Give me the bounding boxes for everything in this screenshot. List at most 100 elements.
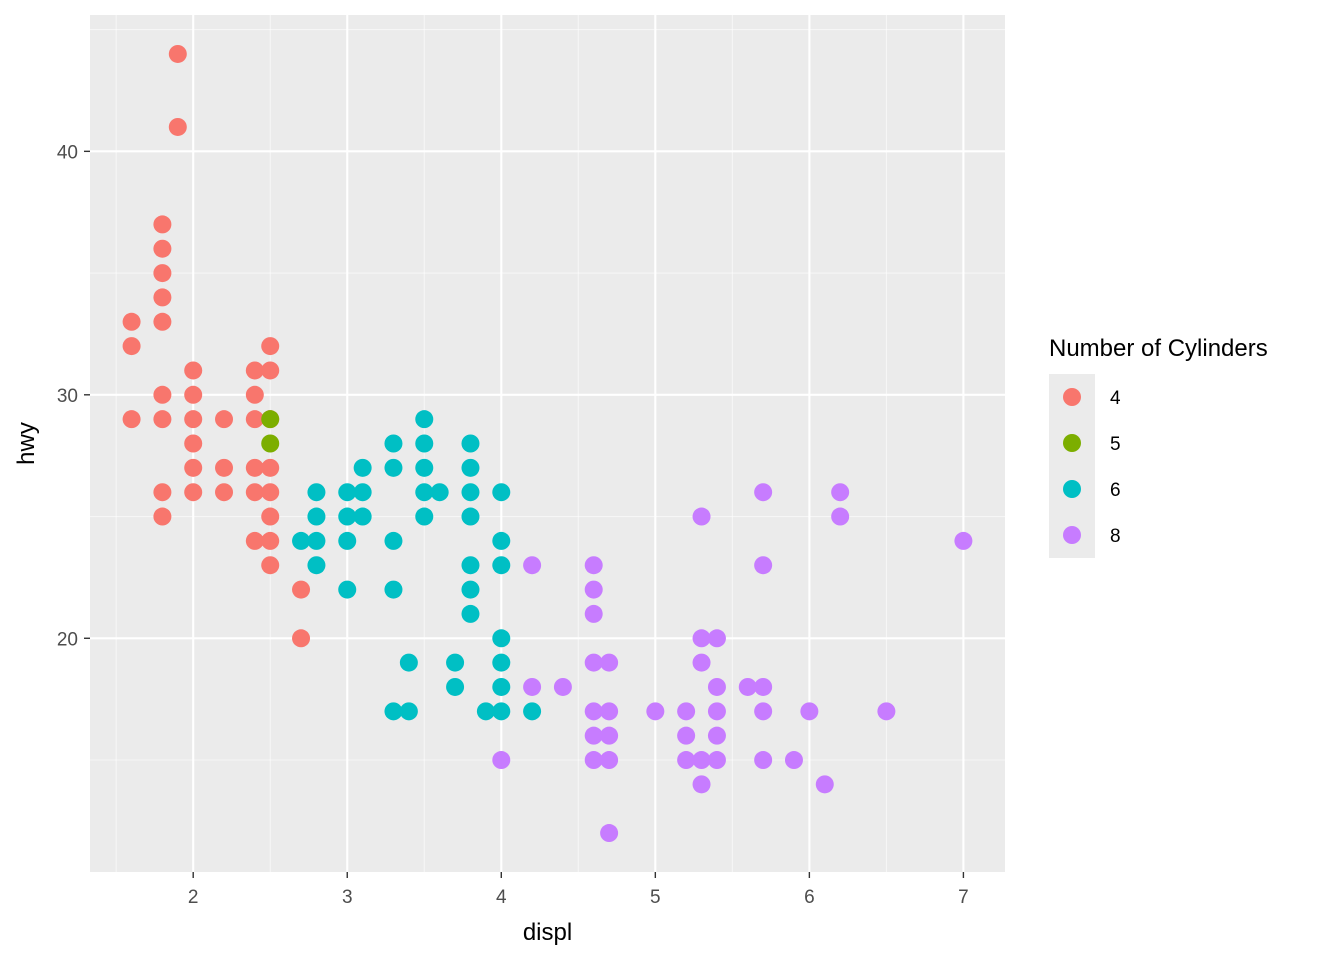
data-point-cyl-4 [215, 410, 234, 429]
data-point-cyl-6 [415, 483, 434, 502]
plot-panel [90, 15, 1005, 872]
data-point-cyl-4 [184, 483, 203, 502]
legend-label-cyl-8: 8 [1110, 526, 1121, 547]
data-point-cyl-8 [692, 653, 711, 672]
data-point-cyl-8 [754, 483, 773, 502]
data-point-cyl-4 [122, 312, 141, 331]
legend-key-cyl-4 [1063, 388, 1081, 406]
data-point-cyl-8 [738, 677, 757, 696]
data-point-cyl-6 [461, 580, 480, 599]
data-point-cyl-4 [245, 483, 264, 502]
data-point-cyl-8 [600, 653, 619, 672]
data-point-cyl-8 [707, 702, 726, 721]
x-tick-label: 5 [650, 887, 661, 908]
data-point-cyl-4 [122, 410, 141, 429]
data-point-cyl-8 [584, 556, 603, 575]
x-tick-label: 2 [188, 887, 199, 908]
data-point-cyl-4 [261, 458, 280, 477]
data-point-cyl-6 [415, 410, 434, 429]
data-point-cyl-8 [831, 483, 850, 502]
data-point-cyl-4 [261, 337, 280, 356]
data-point-cyl-6 [399, 702, 418, 721]
data-point-cyl-8 [707, 629, 726, 648]
data-point-cyl-6 [307, 507, 326, 526]
data-point-cyl-8 [584, 726, 603, 745]
legend-key-cyl-8 [1063, 526, 1081, 544]
data-point-cyl-6 [415, 507, 434, 526]
data-point-cyl-8 [815, 775, 834, 794]
data-point-cyl-6 [523, 702, 542, 721]
major-gridlines [90, 15, 1005, 872]
data-point-cyl-6 [461, 507, 480, 526]
data-point-cyl-8 [492, 751, 511, 770]
legend-label-cyl-6: 6 [1110, 480, 1121, 501]
data-point-cyl-8 [754, 677, 773, 696]
x-tick-label: 4 [496, 887, 507, 908]
legend-key-cyl-5 [1063, 434, 1081, 452]
data-point-cyl-6 [415, 458, 434, 477]
data-point-cyl-4 [153, 312, 172, 331]
x-tick-label: 7 [958, 887, 969, 908]
data-point-cyl-6 [430, 483, 449, 502]
data-point-cyl-4 [245, 531, 264, 550]
data-point-cyl-6 [338, 507, 357, 526]
y-axis-title: hwy [13, 422, 40, 465]
data-point-cyl-6 [461, 604, 480, 623]
data-point-cyl-6 [353, 507, 372, 526]
data-point-cyl-8 [692, 775, 711, 794]
data-point-cyl-8 [584, 751, 603, 770]
x-axis-title: displ [523, 919, 572, 946]
data-point-cyl-6 [338, 483, 357, 502]
data-point-cyl-4 [245, 361, 264, 380]
data-point-cyl-4 [245, 410, 264, 429]
data-point-cyl-4 [153, 385, 172, 404]
data-point-cyl-6 [415, 434, 434, 453]
data-point-cyl-8 [677, 751, 696, 770]
data-points [122, 44, 973, 843]
data-point-cyl-8 [692, 629, 711, 648]
data-point-cyl-8 [646, 702, 665, 721]
data-point-cyl-8 [754, 702, 773, 721]
legend-title: Number of Cylinders [1049, 335, 1268, 362]
data-point-cyl-4 [245, 458, 264, 477]
data-point-cyl-4 [184, 361, 203, 380]
data-point-cyl-6 [338, 580, 357, 599]
data-point-cyl-4 [168, 44, 187, 63]
data-point-cyl-4 [153, 264, 172, 283]
legend-label-cyl-4: 4 [1110, 388, 1121, 409]
data-point-cyl-6 [461, 483, 480, 502]
data-point-cyl-4 [184, 434, 203, 453]
data-point-cyl-8 [677, 726, 696, 745]
x-axis-ticks: 2 3 4 5 6 7 [188, 872, 969, 908]
data-point-cyl-8 [800, 702, 819, 721]
data-point-cyl-8 [754, 556, 773, 575]
data-point-cyl-6 [492, 629, 511, 648]
data-point-cyl-8 [754, 751, 773, 770]
data-point-cyl-6 [461, 434, 480, 453]
data-point-cyl-8 [584, 653, 603, 672]
minor-gridlines [90, 15, 1005, 872]
data-point-cyl-5 [261, 434, 280, 453]
data-point-cyl-8 [600, 702, 619, 721]
data-point-cyl-8 [523, 677, 542, 696]
data-point-cyl-4 [261, 556, 280, 575]
data-point-cyl-4 [292, 629, 311, 648]
data-point-cyl-4 [261, 531, 280, 550]
data-point-cyl-8 [584, 702, 603, 721]
data-point-cyl-8 [692, 751, 711, 770]
data-point-cyl-8 [600, 751, 619, 770]
data-point-cyl-8 [784, 751, 803, 770]
data-point-cyl-4 [184, 385, 203, 404]
data-point-cyl-4 [153, 288, 172, 307]
data-point-cyl-6 [492, 483, 511, 502]
data-point-cyl-6 [492, 677, 511, 696]
x-tick-label: 3 [342, 887, 353, 908]
data-point-cyl-8 [707, 751, 726, 770]
y-tick-label: 30 [57, 386, 78, 407]
data-point-cyl-4 [184, 458, 203, 477]
y-tick-label: 20 [57, 629, 78, 650]
data-point-cyl-4 [215, 458, 234, 477]
data-point-cyl-8 [707, 677, 726, 696]
legend-items: 4 5 6 8 [1063, 388, 1121, 547]
